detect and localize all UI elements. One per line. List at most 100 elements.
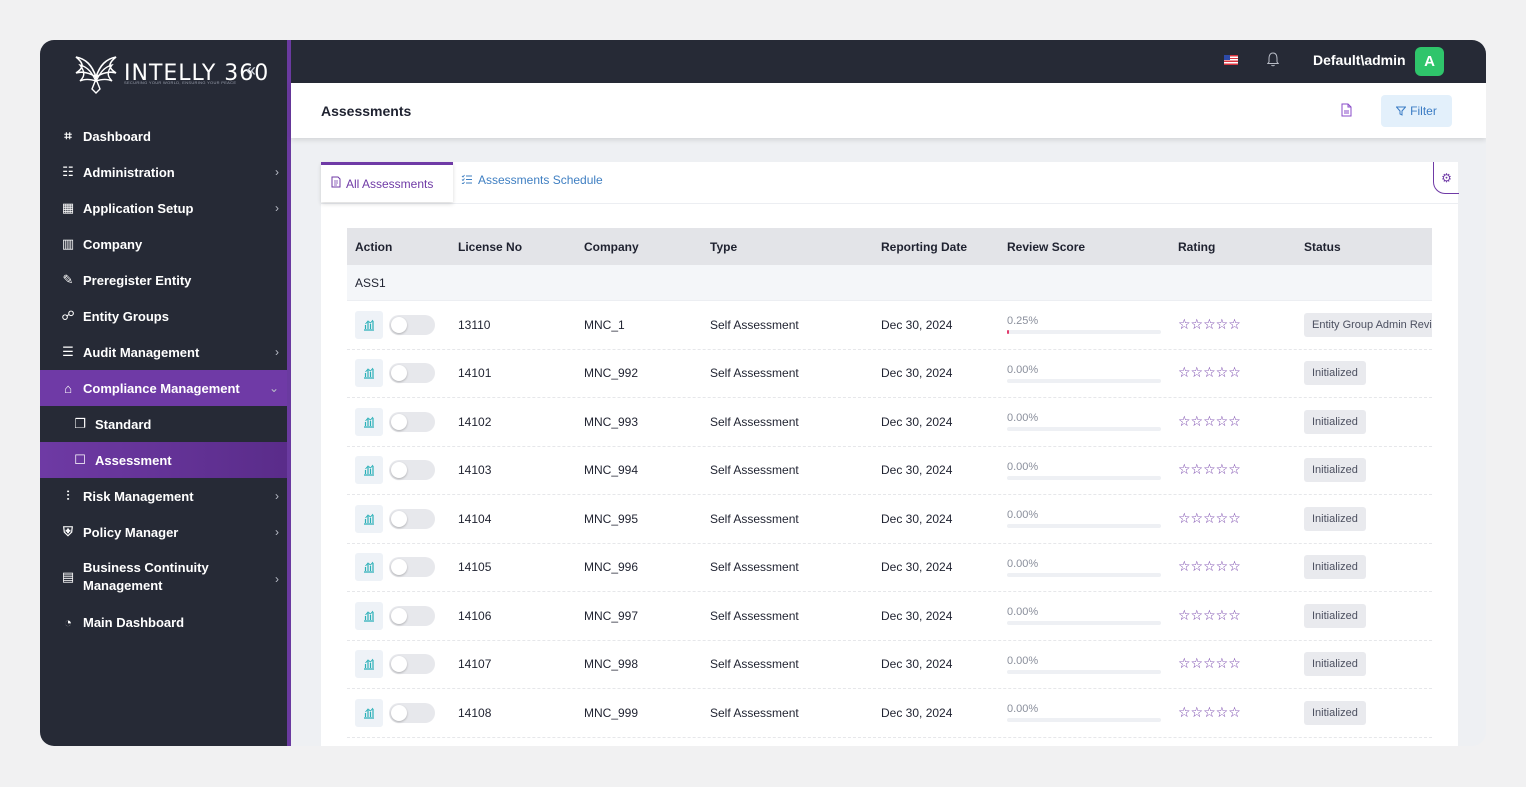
star-icons[interactable]: ☆☆☆☆☆ [1178,559,1241,576]
chart-icon[interactable] [355,650,383,679]
rating-stars[interactable]: ☆☆☆☆☆ [1170,608,1296,624]
sidebar-item-risk-management[interactable]: ⫶ Risk Management › [40,478,287,514]
sidebar-item-assessment[interactable]: ☐ Assessment [40,442,287,478]
star-icons[interactable]: ☆☆☆☆☆ [1178,607,1241,624]
rating-stars[interactable]: ☆☆☆☆☆ [1170,414,1296,430]
sidebar-item-dashboard[interactable]: ⌗ Dashboard [40,118,287,154]
sidebar-item-compliance-management[interactable]: ⌂ Compliance Management ⌄ [40,370,287,406]
bell-icon[interactable] [1266,52,1281,68]
group-row: ASS1 [347,265,1432,301]
tab-all-assessments[interactable]: All Assessments [321,162,453,202]
chart-icon[interactable] [355,504,383,533]
collapse-sidebar-icon[interactable]: « [246,60,257,80]
review-score-value: 0.00% [1007,606,1039,619]
column-header-reporting-date[interactable]: Reporting Date [881,239,968,254]
rating-stars[interactable]: ☆☆☆☆☆ [1170,559,1296,575]
rating-stars[interactable]: ☆☆☆☆☆ [1170,511,1296,527]
sidebar-item-label: Main Dashboard [83,614,185,630]
row-toggle[interactable] [389,557,435,578]
chart-icon[interactable] [355,407,383,436]
chart-icon[interactable] [355,359,383,388]
rating-stars[interactable]: ☆☆☆☆☆ [1170,705,1296,721]
assessments-table: Action License No Company Type Reporting Dat… [347,228,1432,738]
rating-stars[interactable]: ☆☆☆☆☆ [1170,365,1296,381]
row-toggle[interactable] [389,508,435,529]
people-icon: ☍ [61,308,75,323]
rating-stars[interactable]: ☆☆☆☆☆ [1170,317,1296,333]
star-icons[interactable]: ☆☆☆☆☆ [1178,413,1241,430]
status-badge: Initialized [1304,458,1366,483]
sidebar-item-label: Assessment [95,452,172,468]
user-name[interactable]: Default\admin [1313,52,1406,68]
assessment-type: Self Assessment [710,366,799,381]
row-toggle[interactable] [389,654,435,675]
sidebar-item-label: Dashboard [83,128,151,144]
chevron-right-icon: › [275,201,279,215]
column-header-review-score[interactable]: Review Score [1007,239,1086,254]
status-badge: Initialized [1304,361,1366,386]
row-toggle[interactable] [389,411,435,432]
rating-stars[interactable]: ☆☆☆☆☆ [1170,462,1296,478]
sidebar-item-company[interactable]: ▥ Company [40,226,287,262]
chart-icon[interactable] [355,698,383,727]
bars-icon: ⫶ [66,488,70,503]
review-score-bar [1007,718,1161,723]
column-header-license-no[interactable]: License No [458,239,523,254]
company-name: MNC_998 [584,657,639,672]
star-icons[interactable]: ☆☆☆☆☆ [1178,316,1241,333]
row-toggle[interactable] [389,605,435,626]
status-cell: Initialized [1296,603,1432,628]
review-score: 0.00% [999,364,1170,383]
review-score-value: 0.00% [1007,509,1039,522]
row-toggle[interactable] [389,363,435,384]
sidebar-item-administration[interactable]: ☷ Administration › [40,154,287,190]
export-document-icon[interactable] [1341,103,1355,119]
action-cell [347,650,450,679]
clipboard-icon: ☐ [74,452,86,467]
chart-icon[interactable] [355,310,383,339]
reporting-date: Dec 30, 2024 [881,560,953,575]
review-score-wrap: 0.00% [1007,655,1161,674]
column-header-type[interactable]: Type [710,239,738,254]
chart-icon[interactable] [355,601,383,630]
sidebar-item-label: Preregister Entity [83,272,192,288]
settings-gear-icon[interactable]: ⚙ [1433,162,1459,194]
star-icons[interactable]: ☆☆☆☆☆ [1178,365,1241,382]
row-toggle[interactable] [389,314,435,335]
column-header-rating[interactable]: Rating [1178,239,1216,254]
sidebar: INTELLY 360 SECURING YOUR WORLD, ENSURIN… [40,40,291,746]
row-toggle[interactable] [389,460,435,481]
review-score-wrap: 0.00% [1007,703,1161,723]
sidebar-item-standard[interactable]: ❐ Standard [40,406,287,442]
sidebar-item-policy-manager[interactable]: ⛨ Policy Manager › [40,514,287,550]
sidebar-item-preregister-entity[interactable]: ✎ Preregister Entity [40,262,287,298]
column-header-status[interactable]: Status [1304,239,1341,254]
sidebar-item-entity-groups[interactable]: ☍ Entity Groups [40,298,287,334]
status-badge: Entity Group Admin Review [1304,312,1432,337]
company-name: MNC_997 [584,608,639,623]
sidebar-item-business-continuity-management[interactable]: ▤ Business Continuity Management › [40,550,287,604]
sidebar-item-audit-management[interactable]: ☰ Audit Management › [40,334,287,370]
review-score-wrap: 0.00% [1007,558,1161,577]
column-header-action[interactable]: Action [355,239,393,254]
row-toggle[interactable] [389,702,435,723]
rating-stars[interactable]: ☆☆☆☆☆ [1170,656,1296,672]
star-icons[interactable]: ☆☆☆☆☆ [1178,510,1241,527]
tab-assessments-schedule[interactable]: Assessments Schedule [461,173,603,187]
star-icons[interactable]: ☆☆☆☆☆ [1178,704,1241,721]
avatar[interactable]: A [1415,47,1444,76]
star-icons[interactable]: ☆☆☆☆☆ [1178,656,1241,673]
us-flag-icon[interactable] [1224,55,1238,65]
chart-icon[interactable] [355,553,383,582]
chart-icon[interactable] [355,456,383,485]
review-score: 0.00% [999,703,1170,723]
review-score-bar [1007,669,1161,674]
chevron-right-icon: › [275,165,279,179]
star-icons[interactable]: ☆☆☆☆☆ [1178,462,1241,479]
sidebar-item-application-setup[interactable]: ▦ Application Setup › [40,190,287,226]
sidebar-item-main-dashboard[interactable]: ◔ Main Dashboard [40,604,287,640]
column-header-company[interactable]: Company [584,239,639,254]
filter-button[interactable]: Filter [1381,95,1452,127]
shield-icon: ⛨ [63,524,73,539]
review-score-wrap: 0.25% [1007,315,1161,335]
